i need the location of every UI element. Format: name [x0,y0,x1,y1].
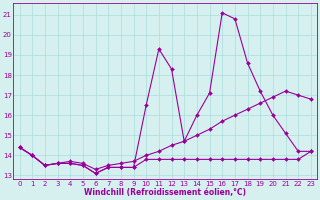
X-axis label: Windchill (Refroidissement éolien,°C): Windchill (Refroidissement éolien,°C) [84,188,246,197]
